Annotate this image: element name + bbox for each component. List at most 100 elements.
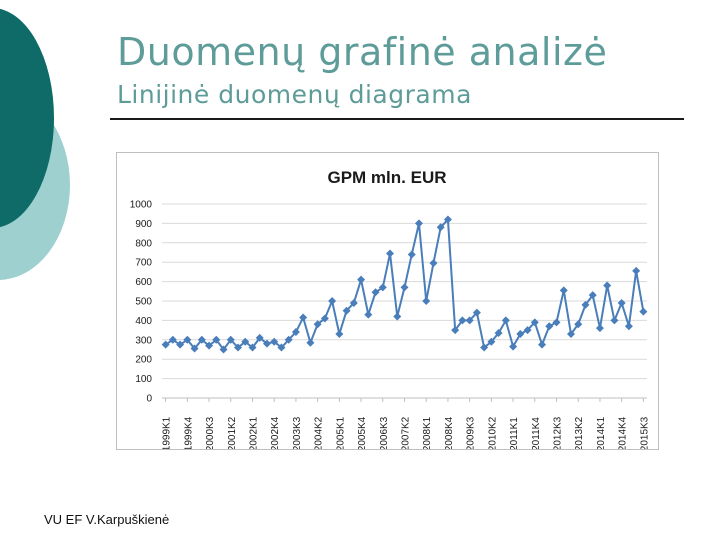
y-tick-label: 1000 (130, 200, 153, 211)
data-point-2002K4 (270, 337, 279, 346)
data-point-2008K3 (436, 223, 445, 232)
data-point-2000K2 (197, 335, 206, 344)
data-point-2012K2 (545, 322, 554, 331)
data-point-2006K1 (364, 310, 373, 319)
data-point-2000K1 (190, 344, 199, 353)
data-point-2002K3 (262, 339, 271, 348)
slide-title: Duomenų grafinė analizė (117, 30, 608, 74)
data-point-2014K1 (595, 324, 604, 333)
data-point-2013K1 (566, 329, 575, 338)
slide-subtitle: Linijinė duomenų diagrama (117, 80, 472, 109)
data-point-2013K4 (588, 291, 597, 300)
data-point-2010K2 (487, 337, 496, 346)
data-point-2010K4 (501, 316, 510, 325)
x-tick-label: 2011K4 (531, 417, 542, 449)
data-point-2000K4 (212, 335, 221, 344)
data-point-2015K3 (639, 307, 648, 316)
data-point-2003K3 (291, 328, 300, 337)
data-point-2010K1 (480, 343, 489, 352)
x-tick-label: 2007K2 (401, 416, 412, 449)
data-point-2014K2 (603, 281, 612, 290)
data-point-2005K3 (349, 298, 358, 307)
data-point-2008K1 (422, 297, 431, 305)
x-tick-label: 2001K2 (227, 416, 238, 449)
chart-frame: GPM mln. EUR 0 100 200 300 400 500 600 700 800 90… (116, 152, 659, 451)
data-point-2011K2 (516, 329, 525, 338)
data-point-2007K4 (414, 219, 423, 228)
x-tick-label: 2009K3 (466, 416, 477, 449)
data-point-2004K3 (320, 314, 329, 323)
x-tick-label: 2006K3 (379, 416, 390, 449)
data-point-2007K2 (400, 283, 409, 292)
data-point-2015K2 (632, 266, 641, 275)
data-point-2013K3 (581, 300, 590, 309)
data-point-1999K1 (161, 340, 170, 349)
data-point-2002K2 (255, 333, 264, 342)
x-tick-label: 2005K1 (335, 416, 346, 449)
data-point-2001K2 (226, 335, 235, 344)
data-point-2011K3 (523, 326, 532, 335)
x-tick-label: 2004K2 (314, 416, 325, 449)
x-tick-label: 2010K2 (487, 416, 498, 449)
data-point-2001K1 (219, 345, 228, 354)
x-tick-label: 2008K4 (444, 416, 455, 449)
footer-author: VU EF V.Karpuškienė (44, 512, 170, 527)
decorative-circles (0, 8, 70, 280)
data-point-2014K4 (617, 298, 626, 307)
data-point-2005K4 (357, 275, 366, 284)
data-point-2004K1 (306, 338, 315, 347)
data-point-2004K4 (328, 297, 337, 305)
y-tick-label: 300 (135, 335, 152, 346)
data-point-2009K3 (465, 316, 474, 325)
data-point-2004K2 (313, 320, 322, 329)
y-tick-label: 700 (135, 258, 152, 269)
y-tick-label: 800 (135, 238, 152, 249)
gridlines (162, 203, 647, 380)
data-point-2008K4 (443, 215, 452, 224)
chart-title: GPM mln. EUR (327, 168, 446, 187)
x-tick-label: 2002K4 (270, 416, 281, 449)
dark-teal-circle (0, 8, 54, 228)
x-tick-label: 2002K1 (248, 416, 259, 449)
data-point-2011K4 (530, 318, 539, 327)
y-axis-tick-labels: 0 100 200 300 400 500 600 700 800 900 1000 (130, 200, 153, 405)
data-point-2008K2 (429, 259, 438, 268)
y-tick-label: 400 (135, 316, 152, 327)
data-point-2013K2 (574, 320, 583, 329)
data-point-2003K2 (284, 335, 293, 344)
title-divider (110, 118, 684, 120)
x-tick-label: 2000K3 (205, 416, 216, 449)
y-tick-label: 600 (135, 277, 152, 288)
data-point-2006K4 (386, 249, 395, 258)
x-tick-label: 2003K3 (292, 416, 303, 449)
data-point-2005K2 (342, 306, 351, 315)
line-chart: GPM mln. EUR 0 100 200 300 400 500 600 700 800 90… (130, 168, 651, 451)
data-point-2009K2 (458, 316, 467, 325)
data-point-2001K4 (241, 337, 250, 346)
data-points (161, 215, 648, 354)
data-point-2001K3 (234, 343, 243, 352)
x-tick-label: 1999K4 (183, 416, 194, 449)
data-point-2007K1 (393, 312, 402, 321)
data-point-2015K1 (624, 322, 633, 331)
data-point-2006K2 (371, 288, 380, 297)
data-point-2005K1 (335, 329, 344, 338)
x-tick-label: 2014K4 (618, 416, 629, 449)
data-point-2003K4 (299, 313, 308, 322)
data-point-2010K3 (494, 329, 503, 338)
data-point-1999K3 (176, 340, 185, 349)
data-point-2000K3 (205, 341, 214, 350)
x-tick-label: 2011K1 (509, 417, 520, 449)
data-point-2012K1 (538, 340, 547, 349)
x-tick-label: 2005K4 (357, 416, 368, 449)
data-point-2007K3 (407, 250, 416, 259)
x-tick-label: 1999K1 (162, 416, 173, 449)
y-tick-label: 500 (135, 297, 152, 308)
y-tick-label: 100 (135, 374, 152, 385)
y-tick-label: 200 (135, 355, 152, 366)
y-tick-label: 900 (135, 219, 152, 230)
data-point-2002K1 (248, 343, 257, 352)
data-point-2003K1 (277, 343, 286, 352)
data-point-2006K3 (378, 283, 387, 292)
data-point-2012K3 (552, 318, 561, 327)
